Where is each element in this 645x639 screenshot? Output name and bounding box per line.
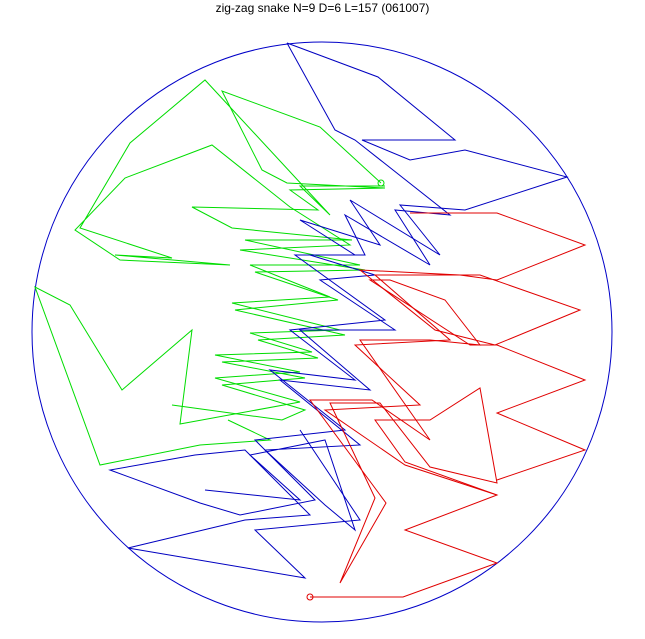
red-snake-path [309, 279, 587, 598]
blue-snake-path-inner [204, 42, 452, 532]
figure-title: zig-zag snake N=9 D=6 L=157 (061007) [215, 1, 430, 15]
green-snake-endpoint [377, 179, 385, 187]
red-snake-endpoint [306, 593, 314, 601]
green-snake-path-inner [74, 79, 385, 421]
red-snake-path-inner [323, 212, 587, 496]
boundary-circle [31, 41, 613, 623]
green-snake-path [34, 90, 386, 466]
blue-snake-path [108, 42, 569, 579]
